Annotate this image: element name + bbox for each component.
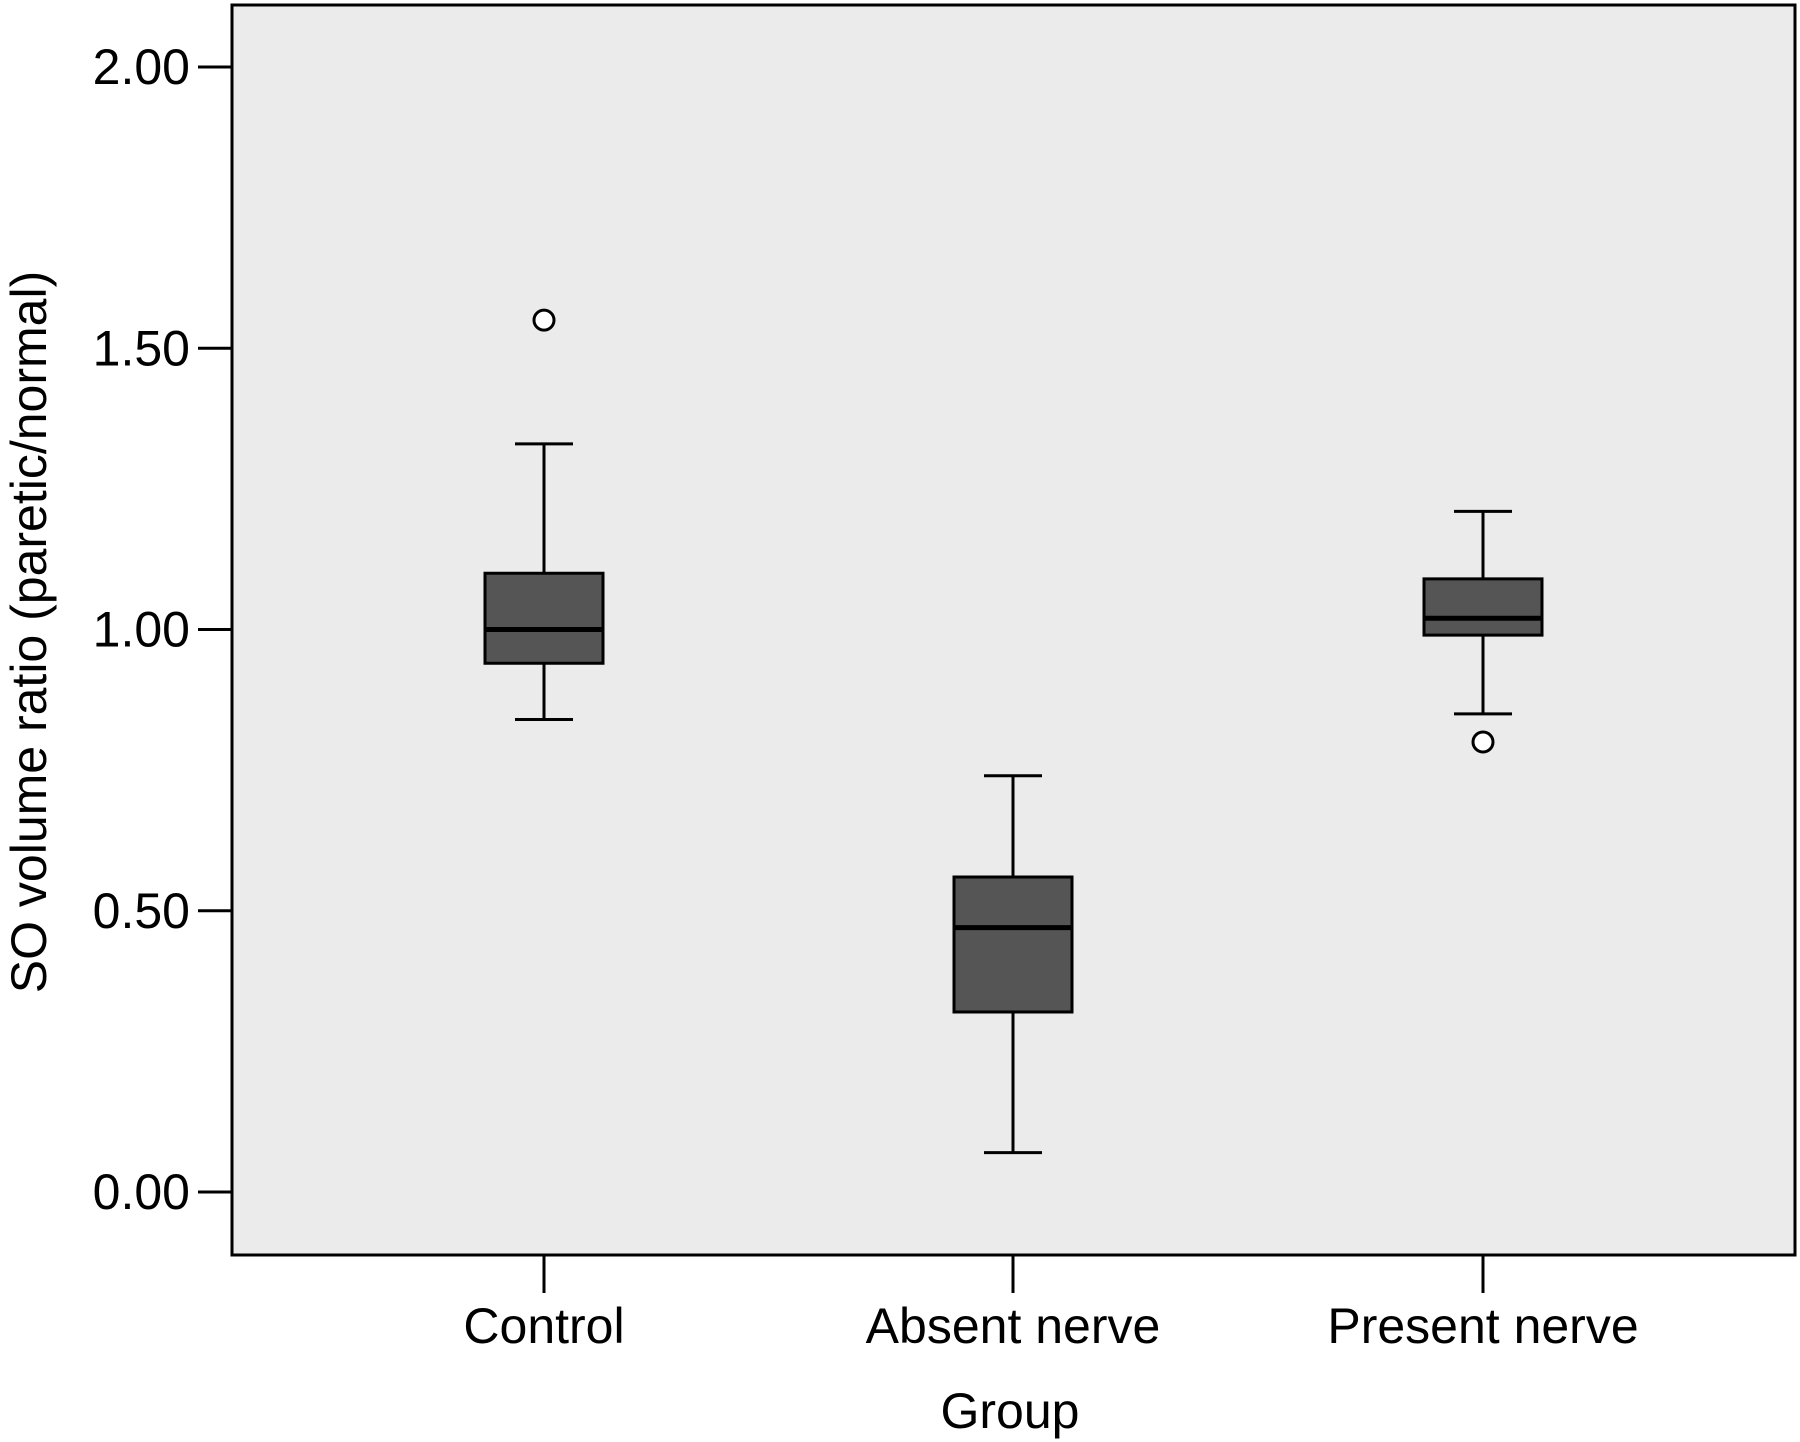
y-tick-label: 1.00	[93, 602, 190, 658]
y-tick-label: 0.50	[93, 883, 190, 939]
outlier-point	[1471, 730, 1495, 754]
box-control	[483, 308, 605, 721]
x-axis-title: Group	[941, 1383, 1080, 1439]
box-present-nerve	[1422, 509, 1544, 754]
iqr-box	[952, 875, 1074, 1014]
y-tick-label: 1.50	[93, 320, 190, 376]
iqr-box	[1422, 577, 1544, 637]
iqr-box	[483, 571, 605, 665]
x-tick-label: Control	[463, 1298, 624, 1354]
x-tick-label: Present nerve	[1327, 1298, 1638, 1354]
y-tick-label: 0.00	[93, 1164, 190, 1220]
box-series	[483, 308, 1544, 1155]
y-tick-label: 2.00	[93, 39, 190, 95]
y-axis: 0.00 0.50 1.00 1.50 2.00	[93, 39, 232, 1220]
outlier-point	[532, 308, 556, 332]
y-axis-title: SO volume ratio (paretic/normal)	[1, 271, 57, 993]
box-absent-nerve	[952, 774, 1074, 1155]
x-axis: Control Absent nerve Present nerve	[463, 1255, 1639, 1354]
x-tick-label: Absent nerve	[866, 1298, 1161, 1354]
